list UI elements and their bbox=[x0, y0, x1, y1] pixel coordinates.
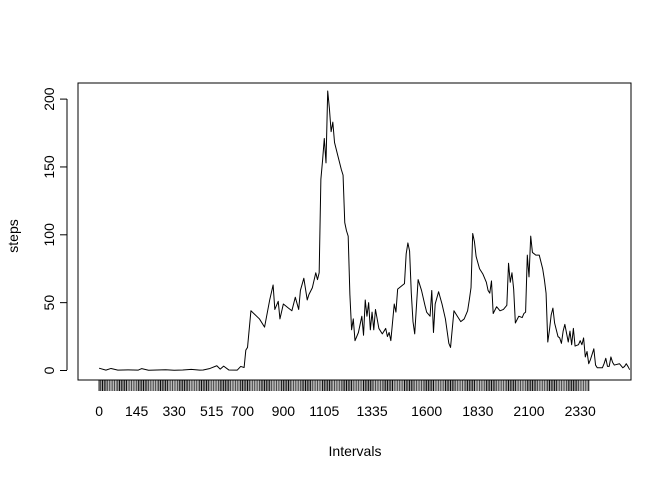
x-tick-label: 700 bbox=[231, 403, 255, 419]
x-tick-label: 145 bbox=[125, 403, 149, 419]
y-tick-label: 150 bbox=[41, 155, 57, 179]
x-axis-title: Intervals bbox=[329, 443, 382, 459]
x-tick-label: 0 bbox=[95, 403, 103, 419]
x-tick-label: 1335 bbox=[356, 403, 387, 419]
rug-marks bbox=[98, 380, 590, 391]
y-tick-label: 50 bbox=[41, 295, 57, 311]
x-tick-label: 1105 bbox=[309, 403, 339, 419]
series-group bbox=[98, 90, 631, 371]
x-tick-label: 2330 bbox=[565, 403, 596, 419]
y-axis: 0 50 100 150 200 bbox=[41, 87, 68, 374]
y-tick-label: 200 bbox=[41, 87, 57, 111]
x-tick-label: 900 bbox=[272, 403, 296, 419]
y-tick-label: 0 bbox=[41, 366, 57, 374]
x-axis: 0 145 330 515 700 900 1105 1335 1600 1830 2100 2330 bbox=[95, 403, 596, 419]
x-tick-label: 330 bbox=[162, 403, 186, 419]
y-tick-label: 100 bbox=[41, 223, 57, 247]
x-tick-label: 515 bbox=[200, 403, 224, 419]
y-axis-title: steps bbox=[5, 219, 21, 252]
x-tick-label: 2100 bbox=[513, 403, 544, 419]
x-tick-label: 1830 bbox=[462, 403, 493, 419]
series-line bbox=[98, 90, 631, 371]
x-tick-label: 1600 bbox=[411, 403, 442, 419]
